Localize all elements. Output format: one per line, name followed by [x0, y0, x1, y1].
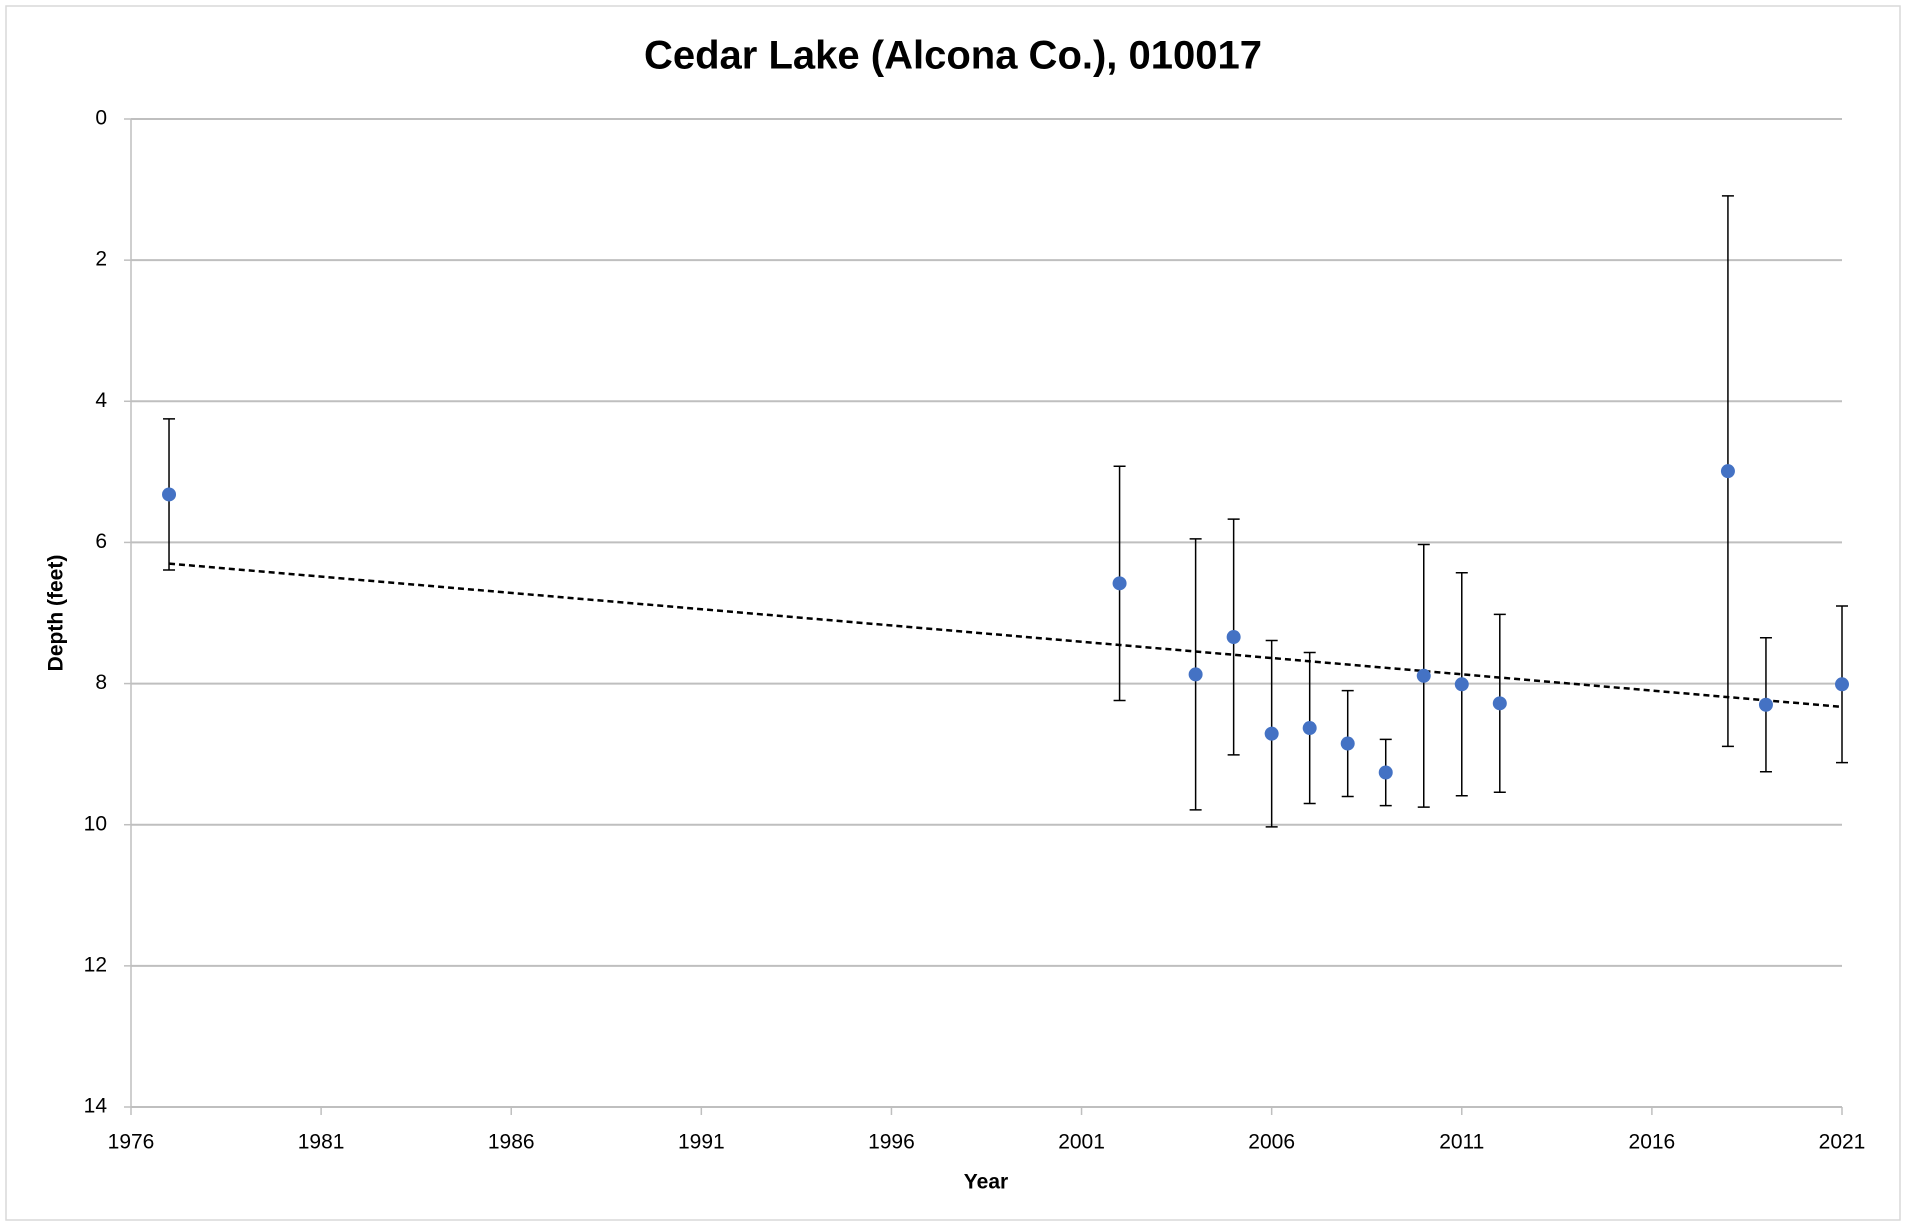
data-point [1302, 721, 1317, 736]
y-tick-label: 4 [95, 389, 107, 412]
data-point [1264, 726, 1279, 741]
x-tick-label: 1996 [868, 1131, 915, 1154]
x-axis-label: Year [964, 1171, 1008, 1194]
x-tick-label: 1976 [108, 1131, 155, 1154]
y-tick-label: 6 [95, 530, 107, 553]
data-point [1454, 677, 1469, 692]
data-point [1226, 629, 1241, 644]
y-tick-label: 10 [84, 812, 107, 835]
data-point [1758, 697, 1773, 712]
x-tick-label: 2001 [1058, 1131, 1105, 1154]
y-axis-label: Depth (feet) [45, 555, 68, 672]
data-point [162, 487, 177, 502]
data-point [1340, 736, 1355, 751]
y-tick-label: 8 [95, 671, 107, 694]
x-tick-label: 1986 [488, 1131, 535, 1154]
x-tick-label: 2016 [1629, 1131, 1676, 1154]
x-tick-label: 2011 [1439, 1131, 1484, 1154]
x-tick-label: 2021 [1819, 1131, 1866, 1154]
data-point [1720, 464, 1735, 479]
y-tick-label: 0 [95, 107, 107, 130]
y-tick-label: 2 [95, 248, 107, 271]
y-tick-label: 12 [84, 953, 107, 976]
data-point [1416, 668, 1431, 683]
x-tick-label: 1991 [678, 1131, 725, 1154]
chart-title: Cedar Lake (Alcona Co.), 010017 [644, 34, 1262, 78]
chart-border [5, 5, 1901, 1221]
x-tick-label: 2006 [1248, 1131, 1295, 1154]
data-point [1112, 576, 1127, 591]
y-tick-label: 14 [84, 1095, 108, 1118]
data-point [1378, 765, 1393, 780]
x-tick-label: 1981 [298, 1131, 345, 1154]
data-point [1188, 667, 1203, 682]
data-point [1492, 696, 1507, 711]
data-point [1835, 677, 1849, 692]
